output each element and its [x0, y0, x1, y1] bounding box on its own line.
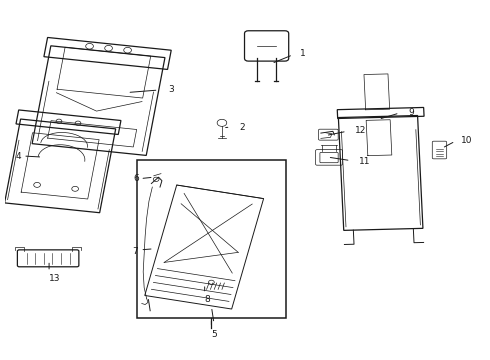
Text: 1: 1 — [300, 49, 306, 58]
Text: 5: 5 — [211, 330, 217, 339]
Text: 8: 8 — [205, 296, 210, 305]
Bar — [137, 159, 286, 318]
Text: 11: 11 — [359, 157, 370, 166]
Text: 4: 4 — [16, 152, 21, 161]
Text: 13: 13 — [49, 274, 61, 283]
Text: 9: 9 — [408, 108, 414, 117]
Text: 2: 2 — [239, 123, 245, 132]
Text: 3: 3 — [168, 85, 174, 94]
Text: 12: 12 — [354, 126, 366, 135]
Text: 10: 10 — [461, 136, 472, 145]
Text: 6: 6 — [133, 175, 139, 184]
Text: 7: 7 — [132, 247, 138, 256]
